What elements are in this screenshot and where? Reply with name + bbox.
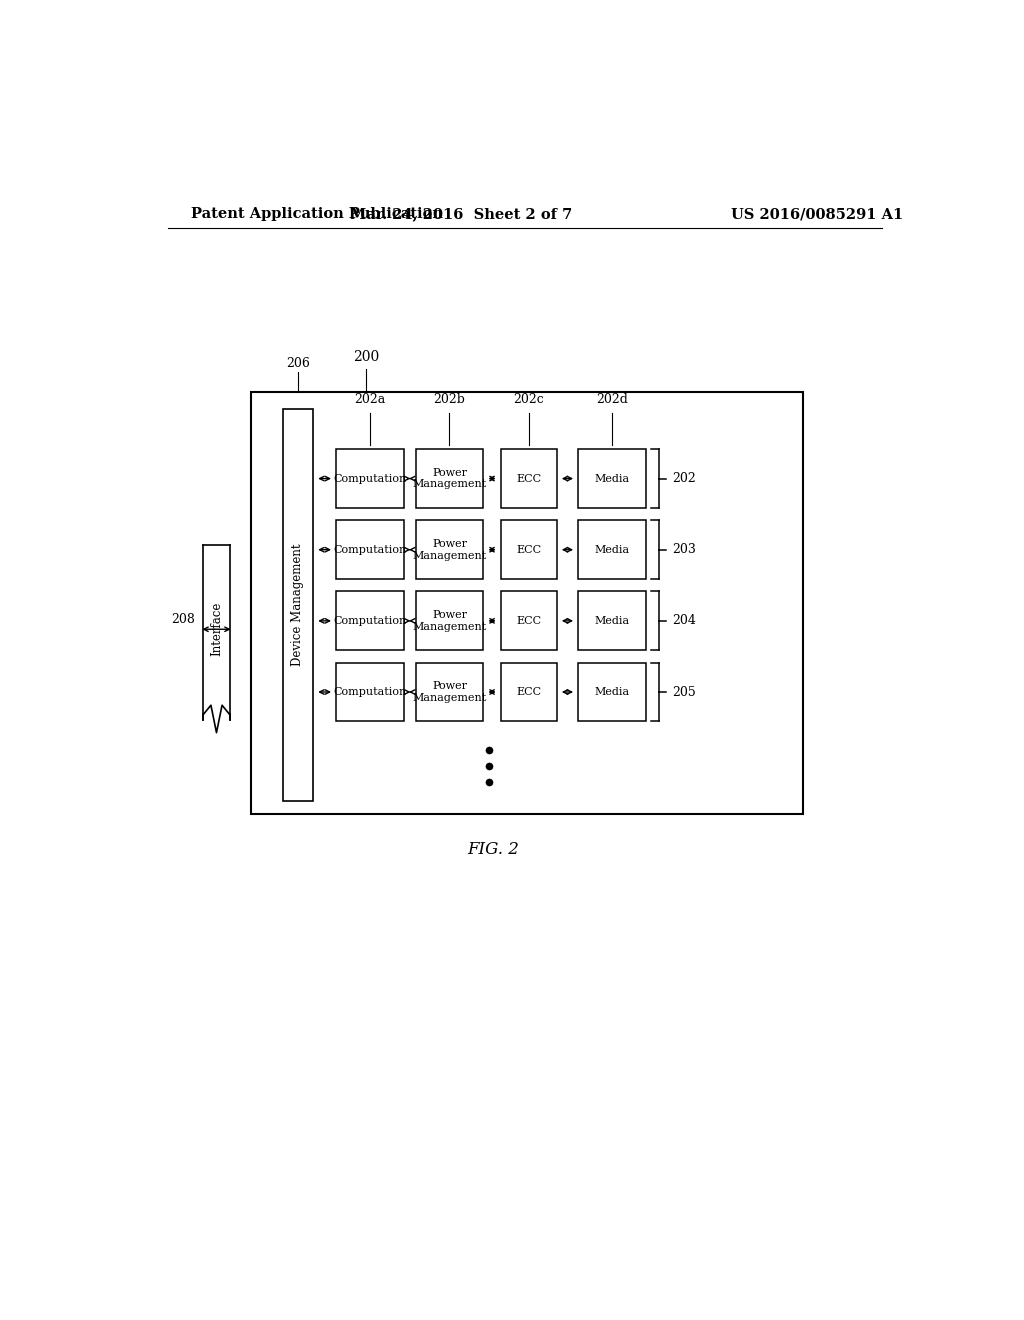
Bar (501, 663, 557, 722)
Text: Patent Application Publication: Patent Application Publication (191, 207, 443, 222)
Bar (336, 591, 403, 651)
Bar (283, 409, 313, 801)
Text: 202c: 202c (513, 393, 544, 407)
Text: 202: 202 (672, 473, 695, 484)
Bar (579, 449, 646, 508)
Text: 204: 204 (672, 614, 696, 627)
Bar (501, 520, 557, 579)
Bar (336, 449, 403, 508)
Text: ECC: ECC (516, 545, 542, 554)
Text: US 2016/0085291 A1: US 2016/0085291 A1 (731, 207, 903, 222)
Bar (579, 520, 646, 579)
Bar (501, 591, 557, 651)
Text: Media: Media (595, 474, 630, 483)
Text: Media: Media (595, 545, 630, 554)
Text: Interface: Interface (210, 602, 223, 656)
Text: ECC: ECC (516, 686, 542, 697)
Polygon shape (204, 545, 229, 733)
Text: Mar. 24, 2016  Sheet 2 of 7: Mar. 24, 2016 Sheet 2 of 7 (350, 207, 572, 222)
Text: 202d: 202d (596, 393, 628, 407)
Bar (579, 663, 646, 722)
Text: Computation: Computation (334, 616, 407, 626)
Bar (416, 663, 483, 722)
Text: 205: 205 (672, 685, 695, 698)
Bar (416, 520, 483, 579)
Text: 206: 206 (286, 356, 310, 370)
Text: 203: 203 (672, 544, 696, 556)
Text: Computation: Computation (334, 686, 407, 697)
Text: Power
Management: Power Management (413, 681, 486, 702)
Text: ECC: ECC (516, 474, 542, 483)
Bar (251, 392, 803, 814)
Text: Power
Management: Power Management (413, 610, 486, 632)
Bar (501, 449, 557, 508)
Text: 208: 208 (172, 614, 196, 627)
Text: Computation: Computation (334, 474, 407, 483)
Text: Media: Media (595, 686, 630, 697)
Text: ECC: ECC (516, 616, 542, 626)
Text: 200: 200 (353, 350, 379, 364)
Bar (579, 591, 646, 651)
Text: Power
Management: Power Management (413, 539, 486, 561)
Text: FIG. 2: FIG. 2 (467, 841, 519, 858)
Text: Device Management: Device Management (292, 544, 304, 667)
Bar (336, 663, 403, 722)
Bar (416, 591, 483, 651)
Bar (416, 449, 483, 508)
Text: Media: Media (595, 616, 630, 626)
Text: 202b: 202b (433, 393, 465, 407)
Text: Computation: Computation (334, 545, 407, 554)
Text: 202a: 202a (354, 393, 386, 407)
Bar (336, 520, 403, 579)
Text: Power
Management: Power Management (413, 467, 486, 490)
